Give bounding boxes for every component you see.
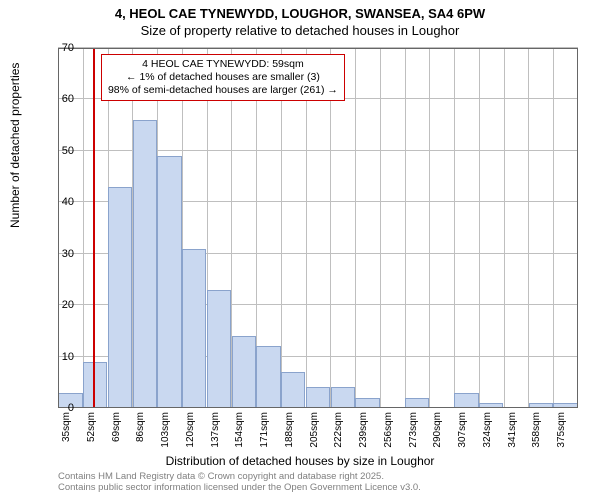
x-tick-label: 205sqm [309, 412, 320, 462]
chart-title-line1: 4, HEOL CAE TYNEWYDD, LOUGHOR, SWANSEA, … [0, 0, 600, 21]
histogram-bar [108, 187, 132, 408]
y-tick-label: 70 [44, 42, 74, 54]
x-gridline [380, 48, 381, 408]
x-tick-label: 324sqm [482, 412, 493, 462]
histogram-bar [405, 398, 429, 408]
x-gridline [355, 48, 356, 408]
x-gridline [330, 48, 331, 408]
histogram-bar [331, 387, 355, 408]
x-gridline [504, 48, 505, 408]
x-tick-label: 188sqm [284, 412, 295, 462]
histogram-bar [207, 290, 231, 408]
x-gridline [405, 48, 406, 408]
histogram-bar [232, 336, 256, 408]
y-tick-label: 60 [44, 93, 74, 105]
histogram-bar [83, 362, 107, 408]
x-gridline [83, 48, 84, 408]
histogram-bar [157, 156, 181, 408]
x-tick-label: 273sqm [408, 412, 419, 462]
x-tick-label: 222sqm [333, 412, 344, 462]
y-tick-label: 40 [44, 196, 74, 208]
x-tick-label: 290sqm [432, 412, 443, 462]
annotation-line2: ← 1% of detached houses are smaller (3) [108, 71, 338, 84]
histogram-bar [133, 120, 157, 408]
x-gridline [479, 48, 480, 408]
x-tick-label: 69sqm [111, 412, 122, 462]
x-gridline [454, 48, 455, 408]
footer-attribution: Contains HM Land Registry data © Crown c… [58, 472, 421, 494]
x-tick-label: 358sqm [531, 412, 542, 462]
gridline [58, 47, 578, 48]
histogram-bar [553, 403, 577, 408]
marker-line [93, 48, 95, 408]
x-tick-label: 137sqm [210, 412, 221, 462]
x-tick-label: 375sqm [556, 412, 567, 462]
x-tick-label: 239sqm [358, 412, 369, 462]
annotation-box: 4 HEOL CAE TYNEWYDD: 59sqm ← 1% of detac… [101, 54, 345, 101]
x-tick-label: 341sqm [507, 412, 518, 462]
histogram-bar [454, 393, 478, 408]
plot-area: 4 HEOL CAE TYNEWYDD: 59sqm ← 1% of detac… [58, 48, 578, 408]
footer-line2: Contains public sector information licen… [58, 483, 421, 494]
x-tick-label: 171sqm [259, 412, 270, 462]
histogram-bar [281, 372, 305, 408]
histogram-bar [479, 403, 503, 408]
annotation-line1: 4 HEOL CAE TYNEWYDD: 59sqm [108, 58, 338, 71]
x-tick-label: 307sqm [457, 412, 468, 462]
y-tick-label: 50 [44, 145, 74, 157]
x-gridline [306, 48, 307, 408]
histogram-bar [182, 249, 206, 408]
x-tick-label: 52sqm [86, 412, 97, 462]
histogram-bar [256, 346, 280, 408]
x-tick-label: 120sqm [185, 412, 196, 462]
x-tick-label: 35sqm [61, 412, 72, 462]
chart-container: 4, HEOL CAE TYNEWYDD, LOUGHOR, SWANSEA, … [0, 0, 600, 500]
histogram-bar [306, 387, 330, 408]
x-tick-label: 86sqm [135, 412, 146, 462]
y-tick-label: 10 [44, 351, 74, 363]
y-tick-label: 30 [44, 248, 74, 260]
annotation-line3: 98% of semi-detached houses are larger (… [108, 84, 338, 97]
x-gridline [528, 48, 529, 408]
histogram-bar [355, 398, 379, 408]
histogram-bar [529, 403, 553, 408]
x-tick-label: 103sqm [160, 412, 171, 462]
y-tick-label: 20 [44, 299, 74, 311]
x-gridline [553, 48, 554, 408]
x-tick-label: 256sqm [383, 412, 394, 462]
chart-title-line2: Size of property relative to detached ho… [0, 21, 600, 42]
x-gridline [281, 48, 282, 408]
y-axis-label: Number of detached properties [8, 63, 22, 228]
x-gridline [429, 48, 430, 408]
x-tick-label: 154sqm [234, 412, 245, 462]
